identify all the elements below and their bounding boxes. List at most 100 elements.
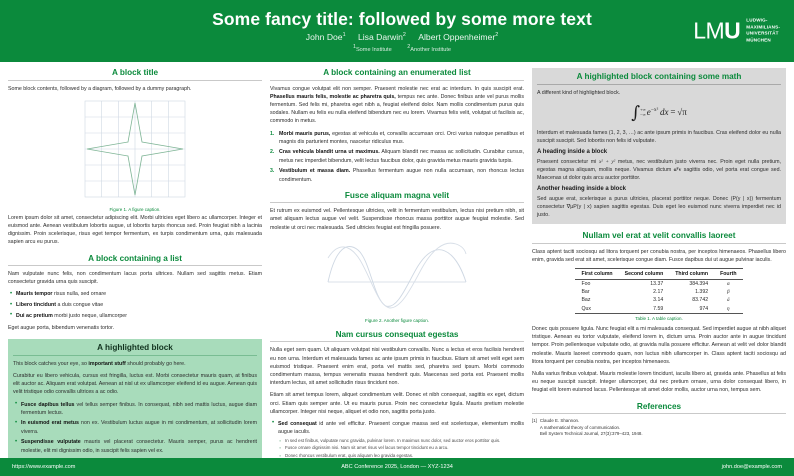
star-shape [86, 102, 184, 195]
header-center: Some fancy title: followed by some more … [0, 9, 794, 53]
intro-part-b: so [81, 360, 87, 367]
inner-heading: Another heading inside a block [537, 186, 627, 193]
list-item: Sed consequat id ante vel efficitur. Pra… [270, 419, 524, 460]
data-table: First column Second column Third column … [575, 268, 743, 315]
integral-lower-limit: −∞ [640, 111, 646, 117]
institute-marker: 2 [407, 44, 411, 51]
block-highlighted-math: A highlighted block containing some math… [532, 68, 786, 225]
integral-limits: +∞ −∞ [640, 107, 646, 118]
list-item: Vestibulum et massa diam. Phasellus ferm… [270, 167, 524, 183]
reference-title: A mathematical theory of communication. [539, 424, 621, 430]
list-item-lead: Vestibulum et massa diam. [279, 168, 351, 175]
lmu-subtitle: LUDWIG- MAXIMILIANS- UNIVERSITÄT MÜNCHEN [746, 18, 780, 45]
list-item: Dui ac pretium morbi justo neque, ullamc… [8, 311, 262, 321]
table-header-cell: Fourth [714, 268, 743, 280]
author-name: Albert Oppenheimer [418, 32, 496, 43]
block-title: Nullam vel erat at velit convallis laore… [532, 231, 786, 244]
table-row: Foo 13.37 384.394 α [575, 279, 742, 288]
table-cell: α [726, 280, 730, 287]
footer-conference: ABC Conference 2025, London — XYZ-1234 [341, 464, 453, 470]
list-item-rest: Phasellus fermentum augue non nulla accu… [279, 168, 524, 183]
poster-columns: A block title Some block contents, follo… [0, 62, 794, 476]
lmu-logo: LMU LUDWIG- MAXIMILIANS- UNIVERSITÄT MÜN… [693, 18, 780, 45]
table-cell: η [714, 304, 743, 315]
block-intro-text: Nam vulputate nunc felis, non condimentu… [8, 271, 262, 286]
table-row: Qux 7.59 974 η [575, 304, 743, 315]
author-name: Lisa Darwin [357, 32, 403, 43]
lmu-wordmark-light: LM [693, 17, 725, 44]
list-item-rest: vel tellus semper finibus. In consequat,… [21, 401, 257, 416]
list-item: Suspendisse vulputate mauris vel placera… [13, 438, 257, 454]
list-item-lead: Morbi mauris purus, [279, 130, 331, 137]
para-part-a: Praesent consectetur mi [537, 158, 597, 165]
integrand-exponent: −x² [650, 106, 659, 113]
list-item-rest: id ante vel efficitur. Praesent congue m… [278, 420, 524, 436]
author-item: John Doe1 [306, 32, 346, 42]
integrand: e [646, 106, 651, 117]
list-item-rest: risus nulla, sed ornare [53, 291, 107, 298]
intro-emphasis: important stuff [88, 360, 126, 367]
list-item: Cras vehicula blandit urna ut maximus. A… [270, 148, 524, 164]
lmu-subtitle-line: MAXIMILIANS- [746, 24, 780, 30]
enumerated-list: Morbi mauris purus, egestas at vehicula … [270, 130, 524, 184]
inline-math-2: αᵀv [673, 166, 682, 173]
author-affiliation-marker: 1 [342, 32, 346, 39]
intro-part-a: Vivamus congue volutpat elit non semper.… [270, 85, 524, 92]
author-affiliation-marker: 2 [495, 32, 499, 39]
intro-part-b: tempus nec ante. Donec finibus ante vel … [270, 93, 524, 125]
list-item: Mauris tempor risus nulla, sed ornare [8, 290, 262, 300]
block-intro-text: Vivamus congue volutpat elit non semper.… [270, 85, 524, 126]
block-title: A block containing an enumerated list [270, 68, 524, 81]
institute-marker: 1 [352, 44, 356, 51]
block-title: A block containing a list [8, 254, 262, 267]
author-name: John Doe [305, 32, 343, 43]
list-item-lead: Libero tincidunt [16, 302, 57, 309]
author-item: Lisa Darwin2 [358, 32, 406, 42]
sub-list-item: Fusce ornare dignissim nisi. Nam sit ame… [278, 445, 524, 452]
table-cell: 1.392 [695, 289, 709, 296]
block-title: Nam cursus consequat egestas [270, 330, 524, 343]
block-a-highlighted-block: A highlighted block This block catches y… [8, 339, 262, 476]
inner-heading: A heading inside a block [537, 149, 608, 156]
figure-caption: Figure 2. Another figure caption. [364, 317, 430, 323]
block-paragraph: Interdum et malesuada fames (1, 2, 3, …)… [537, 129, 781, 144]
block-paragraph: Donec quis posuere ligula. Nunc feugiat … [532, 326, 786, 365]
sub-list-item: Donec rhoncus vestibulum erat, quis aliq… [278, 453, 524, 460]
block-paragraph: Nulla eget sem quam. Ut aliquam volutpat… [270, 347, 524, 387]
list-item-lead: In euismod erat metus [21, 420, 79, 427]
inline-math-1: x² + y² [598, 158, 616, 165]
column-left: A block title Some block contents, follo… [8, 68, 262, 476]
block-outro-text: Eget augue porta, bibendum venenatis tor… [8, 325, 115, 332]
poster-header: Some fancy title: followed by some more … [0, 0, 794, 62]
table-cell: Baz [581, 297, 591, 304]
page-title: Some fancy title: followed by some more … [212, 9, 592, 29]
block-intro-text: This block catches your eye, so importan… [13, 360, 257, 368]
poster-footer: https://www.example.com ABC Conference 2… [0, 458, 794, 476]
footer-email[interactable]: john.doe@example.com [721, 464, 783, 470]
table-header-row: First column Second column Third column … [575, 268, 743, 280]
block-fusce-aliquam-magna-velit: Fusce aliquam magna velit Et rutrum ex e… [270, 191, 524, 323]
table-cell: ä [727, 297, 730, 304]
column-middle: A block containing an enumerated list Vi… [270, 68, 524, 476]
institute-name: Some Institute [355, 46, 392, 53]
list-item-rest: morbi justo neque, ullamcorper [54, 312, 128, 319]
footer-website[interactable]: https://www.example.com [12, 464, 76, 470]
list-item-lead: Cras vehicula blandit urna ut maximus. [279, 149, 380, 156]
list-item-rest: non ex. Vestibulum luctus augue in mi co… [21, 420, 257, 435]
list-item-lead: Suspendisse vulputate [21, 439, 81, 446]
list-item-lead: Mauris tempor [16, 291, 53, 298]
institute-item: 1Some Institute [352, 44, 392, 53]
reference-number: [1] [532, 418, 537, 424]
author-list: John Doe1 Lisa Darwin2 Albert Oppenheime… [10, 32, 794, 42]
table-header-cell: First column [575, 268, 619, 280]
table-cell: 3.14 [653, 297, 664, 304]
list-item-lead: Fusce dapibus tellus [21, 401, 75, 408]
intro-part-c: should probably go here. [127, 360, 186, 367]
integral-sign: ∫ [631, 102, 641, 123]
lmu-wordmark-bold: U [724, 17, 741, 44]
sub-list-item: In sed est finibus, vulputate nunc gravi… [278, 438, 524, 445]
list-item: In euismod erat metus non ex. Vestibulum… [13, 419, 257, 435]
list-item: Morbi mauris purus, egestas at vehicula … [270, 130, 524, 146]
star-diagram-svg [84, 100, 186, 198]
